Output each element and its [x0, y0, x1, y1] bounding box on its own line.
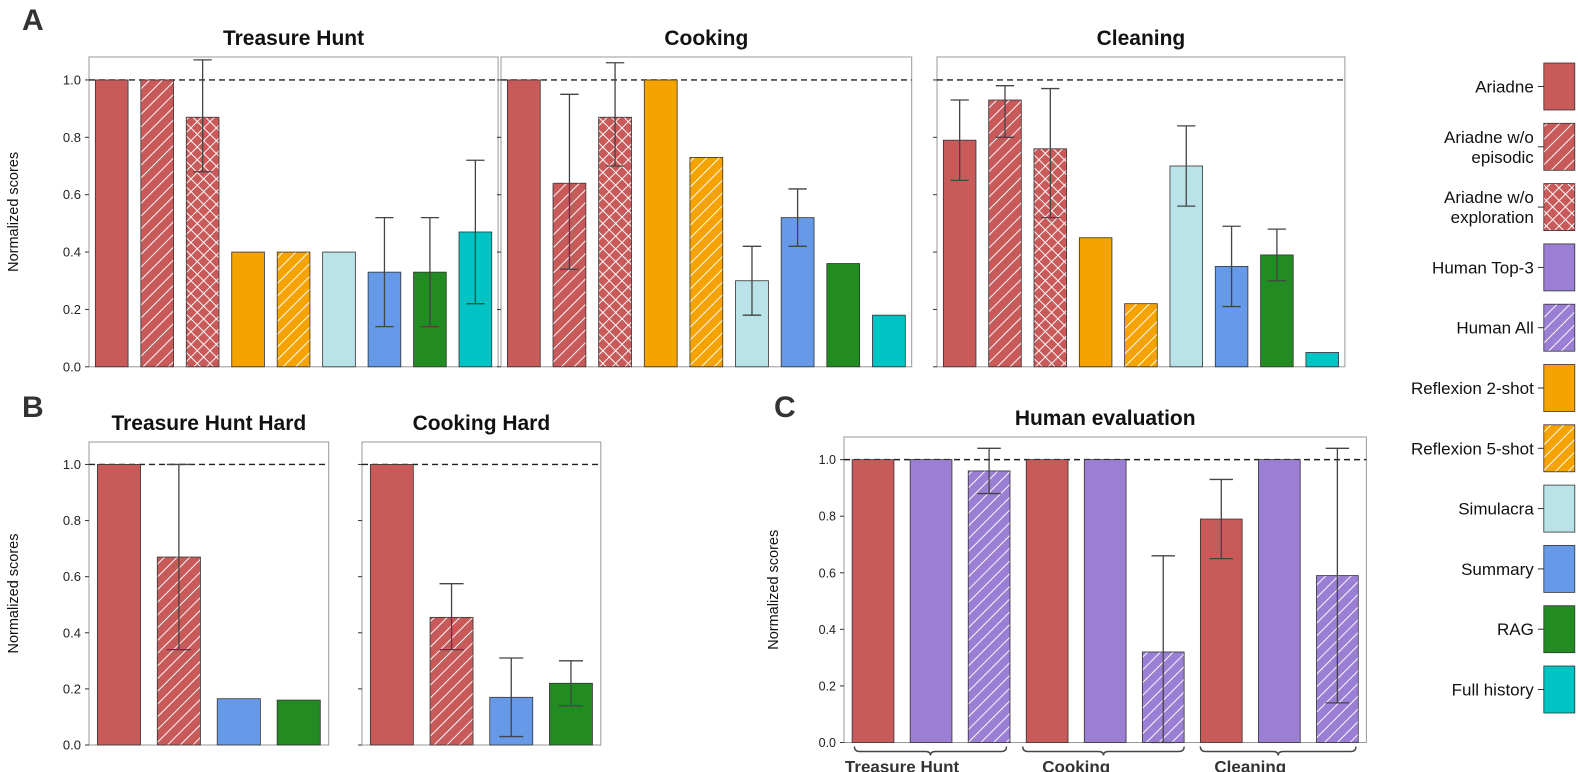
svg-text:0.2: 0.2 [819, 679, 836, 693]
svg-text:Reflexion 5-shot: Reflexion 5-shot [1411, 439, 1534, 458]
svg-text:Ariadne w/o: Ariadne w/o [1444, 128, 1534, 147]
svg-text:Human All: Human All [1456, 319, 1533, 338]
svg-text:0.0: 0.0 [63, 359, 81, 374]
svg-text:Simulacra: Simulacra [1458, 500, 1534, 519]
svg-text:Cooking Hard: Cooking Hard [413, 412, 551, 435]
svg-text:RAG: RAG [1497, 620, 1534, 639]
svg-text:0.6: 0.6 [819, 566, 836, 580]
svg-text:Cooking: Cooking [1042, 757, 1110, 772]
svg-text:0.0: 0.0 [819, 736, 836, 750]
svg-text:0.4: 0.4 [819, 623, 836, 637]
svg-text:0.4: 0.4 [63, 245, 81, 260]
svg-text:0.6: 0.6 [63, 569, 81, 584]
svg-text:Summary: Summary [1461, 560, 1534, 579]
svg-text:Cleaning: Cleaning [1097, 27, 1186, 50]
svg-text:1.0: 1.0 [819, 453, 836, 467]
svg-text:Treasure Hunt: Treasure Hunt [845, 757, 960, 772]
svg-text:0.8: 0.8 [63, 513, 81, 528]
svg-text:Normalized scores: Normalized scores [6, 534, 22, 654]
svg-text:Human Top-3: Human Top-3 [1432, 258, 1534, 277]
svg-text:1.0: 1.0 [63, 457, 81, 472]
svg-text:Cleaning: Cleaning [1214, 757, 1286, 772]
svg-text:0.2: 0.2 [63, 302, 81, 317]
svg-text:0.0: 0.0 [63, 737, 81, 752]
svg-text:Human evaluation: Human evaluation [1015, 407, 1196, 430]
svg-text:Ariadne: Ariadne [1475, 78, 1534, 97]
svg-text:Reflexion 2-shot: Reflexion 2-shot [1411, 379, 1534, 398]
svg-text:Treasure Hunt Hard: Treasure Hunt Hard [111, 412, 306, 435]
svg-text:Treasure Hunt: Treasure Hunt [223, 27, 364, 50]
svg-text:0.2: 0.2 [63, 681, 81, 696]
svg-text:episodic: episodic [1471, 148, 1534, 167]
svg-text:Cooking: Cooking [664, 27, 748, 50]
svg-text:0.4: 0.4 [63, 625, 81, 640]
svg-text:0.6: 0.6 [63, 187, 81, 202]
svg-text:exploration: exploration [1451, 208, 1534, 227]
svg-text:Normalized scores: Normalized scores [6, 152, 22, 272]
svg-text:Ariadne w/o: Ariadne w/o [1444, 188, 1534, 207]
svg-text:Normalized scores: Normalized scores [766, 530, 782, 650]
svg-text:0.8: 0.8 [63, 130, 81, 145]
svg-text:Full history: Full history [1452, 681, 1535, 700]
svg-text:0.8: 0.8 [819, 510, 836, 524]
svg-text:1.0: 1.0 [63, 72, 81, 87]
